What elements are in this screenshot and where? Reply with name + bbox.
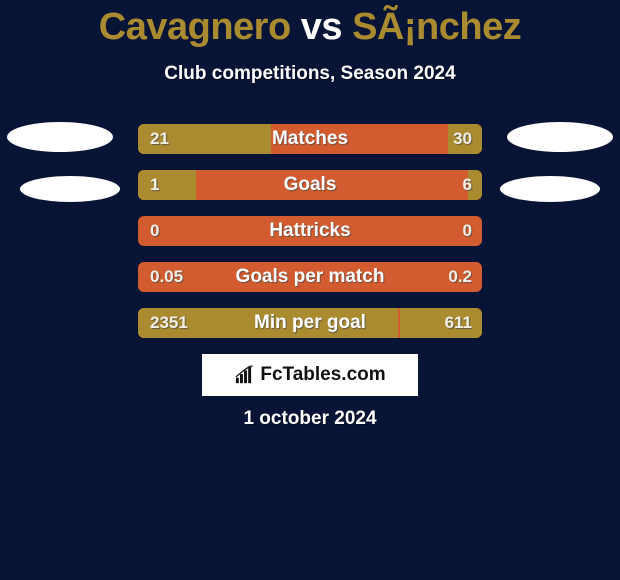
stat-row: 2351611Min per goal bbox=[138, 308, 482, 338]
stat-label: Goals per match bbox=[138, 262, 482, 292]
player1-body-ellipse bbox=[20, 176, 120, 202]
page-title: Cavagnero vs SÃ¡nchez bbox=[0, 0, 620, 49]
stat-label: Min per goal bbox=[138, 308, 482, 338]
player2-body-ellipse bbox=[500, 176, 600, 202]
player1-name: Cavagnero bbox=[99, 6, 291, 48]
subtitle: Club competitions, Season 2024 bbox=[0, 63, 620, 85]
stat-row: 2130Matches bbox=[138, 124, 482, 154]
stat-label: Goals bbox=[138, 170, 482, 200]
player1-face-ellipse bbox=[7, 122, 113, 152]
fctables-icon bbox=[234, 365, 256, 385]
stat-row: 16Goals bbox=[138, 170, 482, 200]
logo-text: FcTables.com bbox=[260, 364, 385, 386]
stat-label: Matches bbox=[138, 124, 482, 154]
vs-separator: vs bbox=[291, 6, 352, 48]
player2-name: SÃ¡nchez bbox=[352, 6, 521, 48]
comparison-card: Cavagnero vs SÃ¡nchez Club competitions,… bbox=[0, 0, 620, 580]
comparison-rows: 2130Matches 16Goals 00Hattricks 0.050.2Goal… bbox=[138, 124, 482, 354]
stat-row: 00Hattricks bbox=[138, 216, 482, 246]
logo-box: FcTables.com bbox=[202, 354, 418, 396]
date-line: 1 october 2024 bbox=[0, 408, 620, 430]
stat-row: 0.050.2Goals per match bbox=[138, 262, 482, 292]
player2-face-ellipse bbox=[507, 122, 613, 152]
stat-label: Hattricks bbox=[138, 216, 482, 246]
